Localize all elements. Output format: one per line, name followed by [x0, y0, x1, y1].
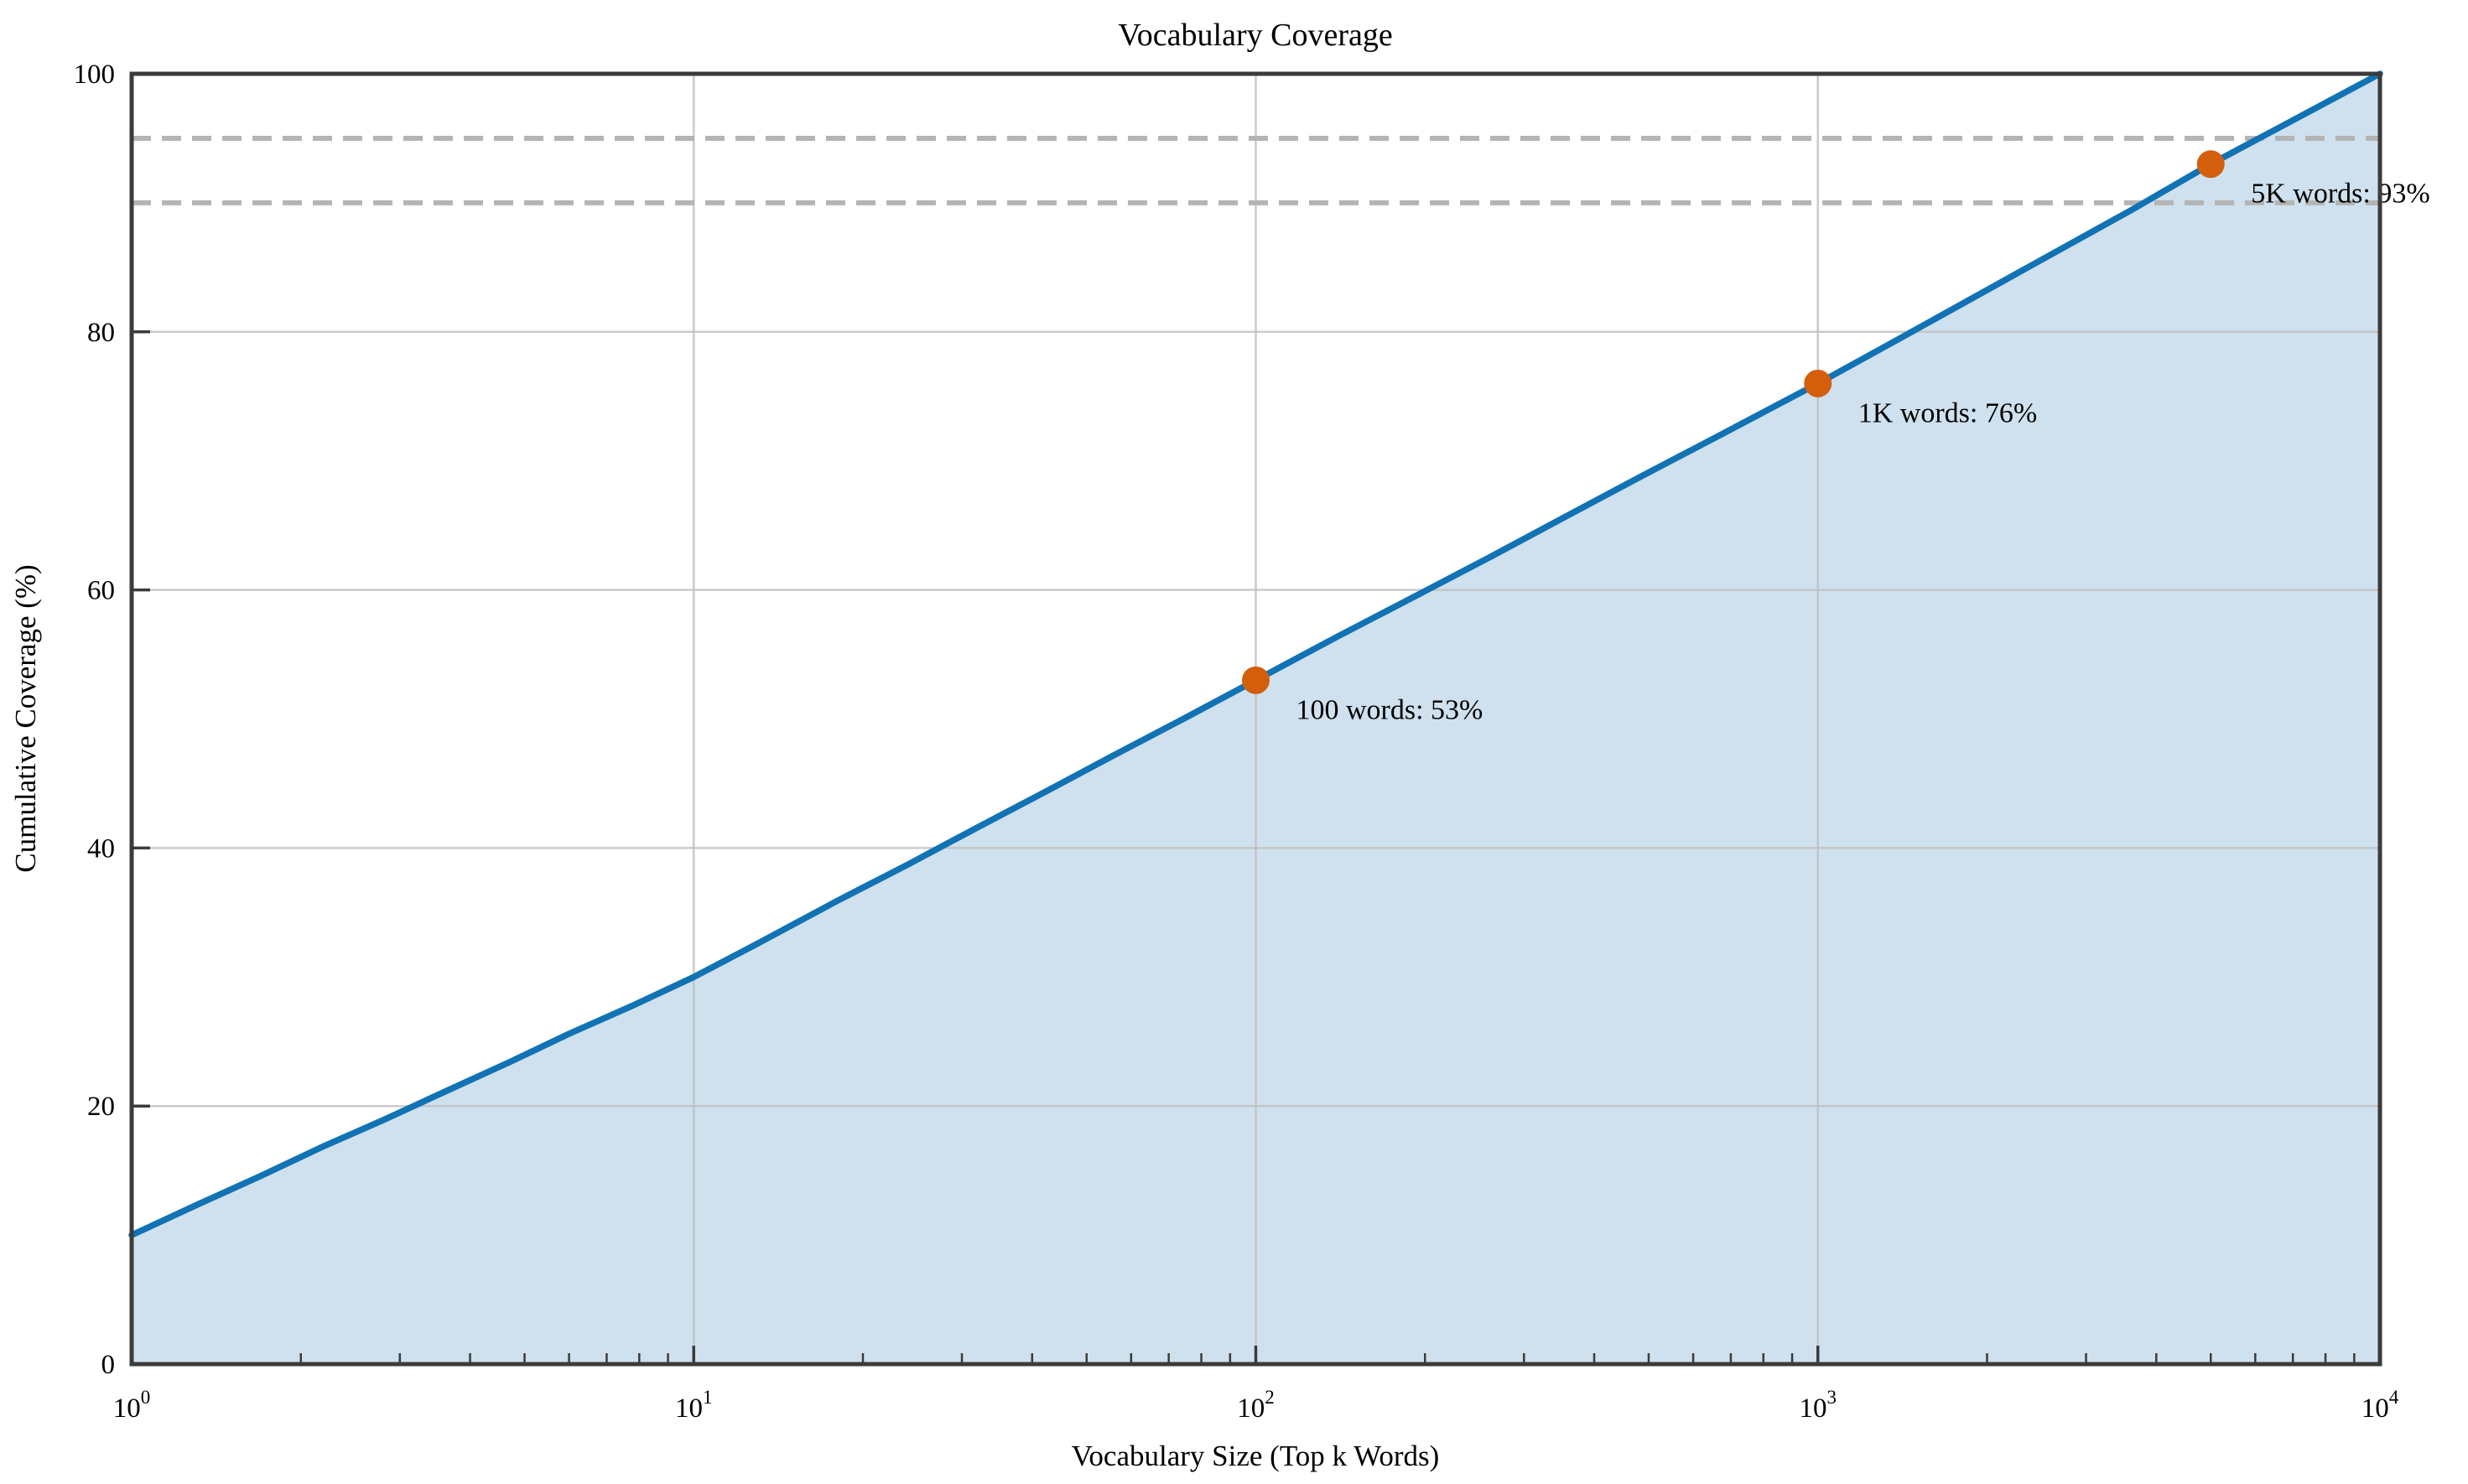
x-tick-label: 103 — [1800, 1387, 1837, 1424]
data-point-marker — [2196, 150, 2225, 179]
y-tick-label: 0 — [101, 1350, 116, 1380]
x-tick-label: 101 — [675, 1387, 713, 1424]
x-tick-label: 100 — [113, 1387, 151, 1424]
x-axis-label: Vocabulary Size (Top k Words) — [1072, 1440, 1440, 1472]
point-annotation: 1K words: 76% — [1858, 397, 2037, 428]
point-annotation: 5K words: 93% — [2251, 179, 2429, 210]
y-axis-label: Cumulative Coverage (%) — [9, 564, 42, 872]
point-annotation: 100 words: 53% — [1296, 694, 1483, 725]
x-tick-label: 104 — [2361, 1387, 2399, 1424]
y-tick-label: 80 — [87, 318, 115, 348]
y-tick-label: 60 — [87, 576, 115, 606]
data-point-marker — [1242, 666, 1270, 694]
y-tick-label: 20 — [87, 1092, 115, 1122]
x-tick-label: 102 — [1237, 1387, 1275, 1424]
coverage-line — [128, 70, 2383, 1238]
y-tick-label: 40 — [87, 833, 115, 864]
data-point-marker — [1804, 369, 1832, 397]
chart-title: Vocabulary Coverage — [1118, 18, 1392, 53]
plot-area: 100 words: 53% 1K words: 76% 5K words: 93%… — [74, 60, 2430, 1424]
y-tick-label: 100 — [74, 60, 116, 90]
